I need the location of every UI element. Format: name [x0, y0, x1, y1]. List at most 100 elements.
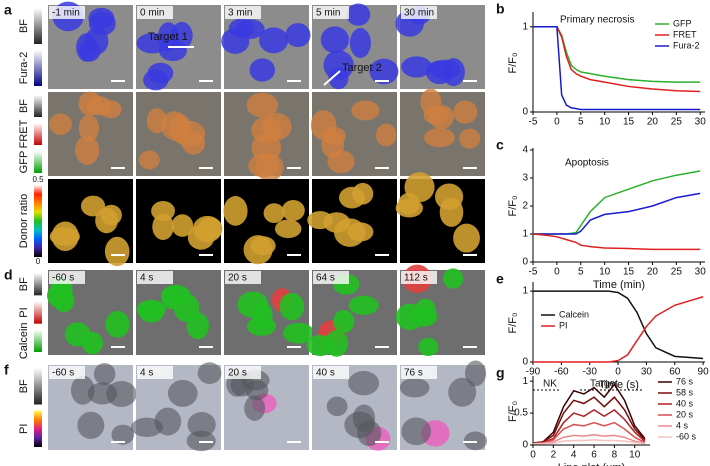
y-tick-label: 0	[522, 107, 528, 118]
cell	[235, 19, 265, 39]
cell	[77, 411, 105, 439]
y-tick-label: 0.5	[514, 408, 528, 419]
cell	[351, 100, 380, 121]
cell	[244, 395, 266, 421]
x-tick-label: -30	[582, 367, 597, 378]
y-tick-label: 1	[522, 376, 528, 387]
time-label-bg	[225, 6, 261, 19]
x-tick-label: 20	[647, 117, 659, 128]
x-tick-label: 30	[641, 367, 653, 378]
cell	[104, 236, 130, 267]
series-line	[533, 26, 701, 111]
target-label: Target 1	[148, 31, 188, 43]
cell	[443, 268, 464, 289]
cell	[186, 312, 210, 340]
cell	[346, 3, 371, 26]
series-line	[532, 396, 646, 444]
cell	[89, 11, 116, 36]
cell	[349, 28, 371, 58]
cell	[418, 337, 439, 357]
x-tick-label: 0	[530, 450, 536, 461]
cell	[326, 396, 348, 417]
colorbar	[34, 151, 42, 173]
cell	[333, 309, 355, 334]
cell	[138, 150, 160, 170]
x-axis-label: Line plot (μm)	[558, 462, 625, 466]
time-label: -60 s	[52, 368, 74, 379]
cell	[369, 58, 399, 85]
x-axis-label: Time (min)	[593, 279, 645, 291]
cell	[131, 417, 163, 438]
channel-label: FRET	[18, 119, 30, 148]
cell	[453, 223, 480, 253]
x-tick-label: -90	[526, 367, 541, 378]
time-label: -1 min	[52, 8, 80, 19]
x-tick-label: 25	[671, 267, 683, 278]
colorbar	[34, 123, 42, 145]
annotation: Target	[590, 379, 618, 390]
x-tick-label: 20	[647, 267, 659, 278]
legend-label: 58 s	[676, 387, 694, 397]
cell	[187, 225, 215, 250]
target-label: Target 2	[342, 62, 382, 74]
x-tick-label: 5	[578, 117, 584, 128]
x-tick-label: 10	[629, 450, 641, 461]
cell	[285, 23, 311, 48]
cell	[136, 299, 166, 319]
cell	[111, 424, 135, 445]
cell	[251, 116, 282, 144]
x-tick-label: -5	[529, 267, 538, 278]
cell	[171, 214, 194, 237]
y-axis-label: F/F₀	[507, 52, 519, 73]
time-label: 112 s	[404, 273, 428, 284]
cell	[157, 22, 179, 52]
cell	[435, 183, 464, 210]
cell	[423, 105, 449, 125]
x-axis-label: Time (s)	[599, 379, 639, 391]
cell	[320, 26, 349, 54]
cell	[395, 303, 425, 331]
series-line	[533, 439, 646, 445]
y-tick-label: 2	[522, 201, 528, 212]
time-label-bg	[49, 6, 85, 19]
time-label: 20 s	[228, 368, 247, 379]
series-line	[532, 434, 646, 445]
colorbar	[34, 410, 42, 447]
cell	[328, 66, 349, 90]
colorbar	[34, 273, 42, 296]
cell	[93, 363, 116, 385]
time-label: 5 min	[316, 8, 340, 19]
cell	[348, 370, 380, 396]
panel-label: d	[4, 267, 13, 283]
time-label-bg	[49, 271, 85, 284]
cell	[250, 236, 276, 256]
cell	[307, 211, 333, 230]
cell	[246, 316, 277, 336]
cell	[325, 330, 349, 357]
cell	[167, 379, 198, 407]
colorbar	[34, 95, 42, 117]
y-tick-label: 0	[522, 440, 528, 451]
y-tick-label: 4	[522, 145, 528, 156]
cell	[259, 27, 289, 54]
channel-label: BF	[18, 379, 30, 393]
cell	[161, 285, 182, 310]
y-tick-label: 1	[522, 21, 528, 32]
cell	[327, 150, 355, 174]
cell	[398, 192, 420, 215]
cell	[86, 96, 112, 116]
cell	[399, 377, 430, 398]
cell	[246, 92, 279, 118]
channel-label: BF	[18, 99, 30, 113]
annotation: Apoptosis	[565, 158, 609, 169]
time-label-bg	[401, 6, 437, 19]
y-tick-label: 3	[522, 173, 528, 184]
x-tick-label: 0	[615, 367, 621, 378]
series-line	[533, 192, 701, 235]
cell	[105, 310, 130, 338]
cell	[463, 431, 488, 451]
channel-label: PI	[18, 424, 30, 434]
x-tick-label: 10	[599, 267, 611, 278]
legend-label: 40 s	[676, 398, 694, 408]
time-label: 0 min	[140, 8, 164, 19]
